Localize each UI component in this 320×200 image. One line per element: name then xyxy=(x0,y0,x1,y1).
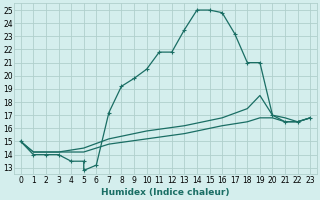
X-axis label: Humidex (Indice chaleur): Humidex (Indice chaleur) xyxy=(101,188,230,197)
